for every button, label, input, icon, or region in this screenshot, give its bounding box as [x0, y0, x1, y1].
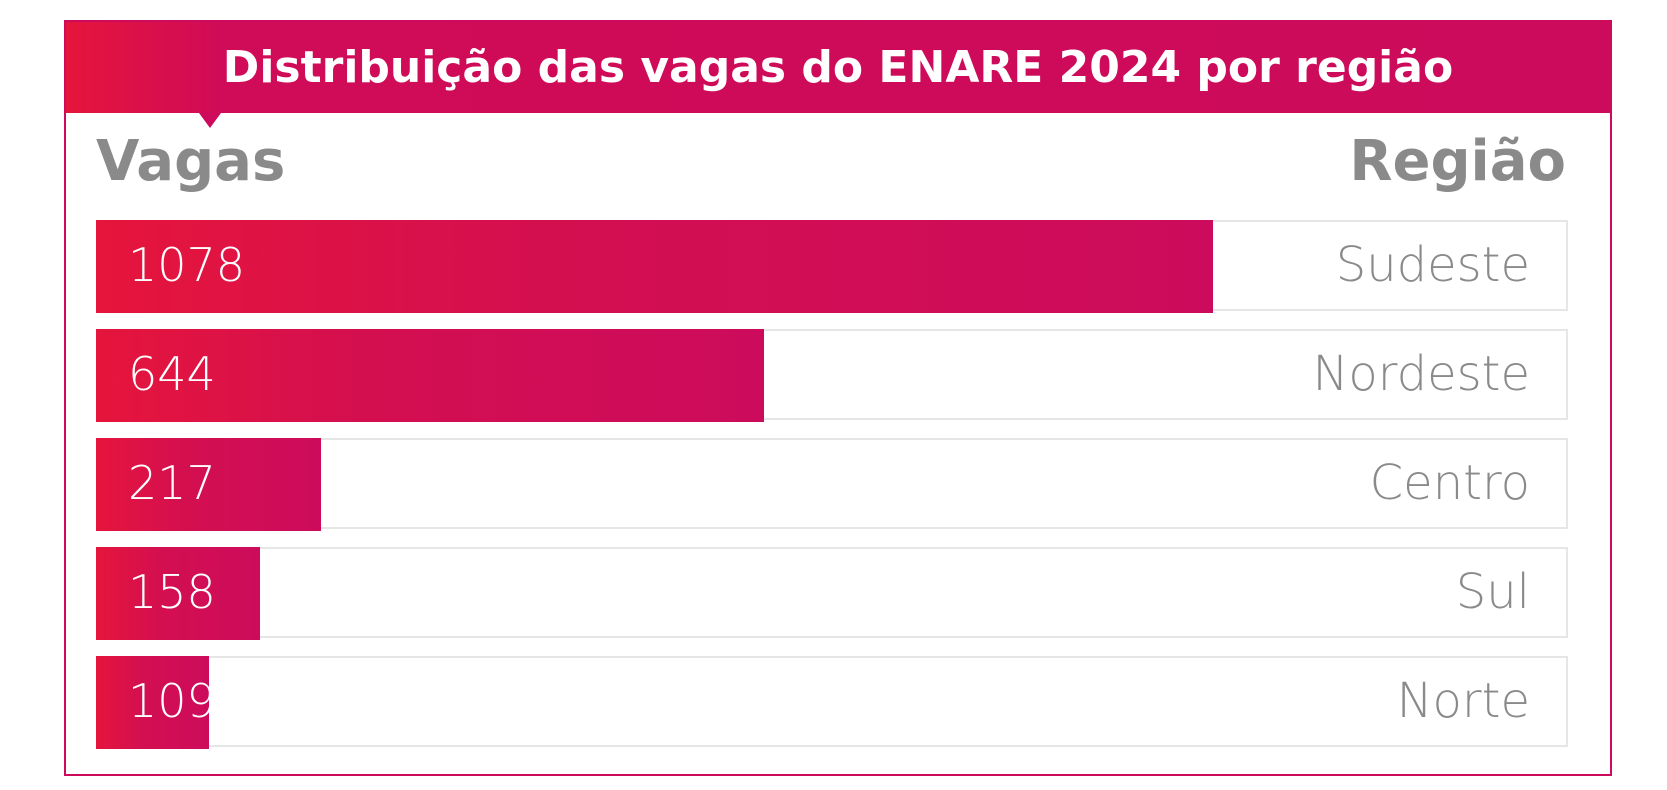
bar-row: 1078 Sudeste	[96, 220, 1568, 313]
region-label: Sul	[1455, 564, 1530, 620]
region-label: Norte	[1396, 673, 1530, 729]
bar	[96, 220, 1213, 313]
region-label: Nordeste	[1312, 346, 1530, 402]
bar-row: 109 Norte	[96, 656, 1568, 749]
bar-row: 217 Centro	[96, 438, 1568, 531]
region-label: Sudeste	[1335, 237, 1530, 293]
chart-card: Distribuição das vagas do ENARE 2024 por…	[64, 20, 1612, 776]
bar-rows: 1078 Sudeste 644 Nordeste 217 Centro 158 Sul 109…	[96, 220, 1568, 765]
chart-title: Distribuição das vagas do ENARE 2024 por…	[222, 42, 1454, 93]
bar-value-label: 217	[128, 456, 216, 510]
bar	[96, 656, 209, 749]
bar	[96, 438, 321, 531]
bar-value-label: 158	[128, 565, 216, 619]
title-bar: Distribuição das vagas do ENARE 2024 por…	[66, 22, 1610, 113]
bar-row: 644 Nordeste	[96, 329, 1568, 422]
title-pointer	[199, 113, 221, 128]
bar-value-label: 109	[128, 674, 216, 728]
bar-row: 158 Sul	[96, 547, 1568, 640]
column-header-regiao: Região	[1349, 129, 1566, 194]
bar-value-label: 644	[128, 347, 216, 401]
bar-value-label: 1078	[128, 238, 246, 292]
column-header-vagas: Vagas	[96, 129, 286, 194]
bar	[96, 329, 764, 422]
bar	[96, 547, 260, 640]
region-label: Centro	[1369, 455, 1530, 511]
